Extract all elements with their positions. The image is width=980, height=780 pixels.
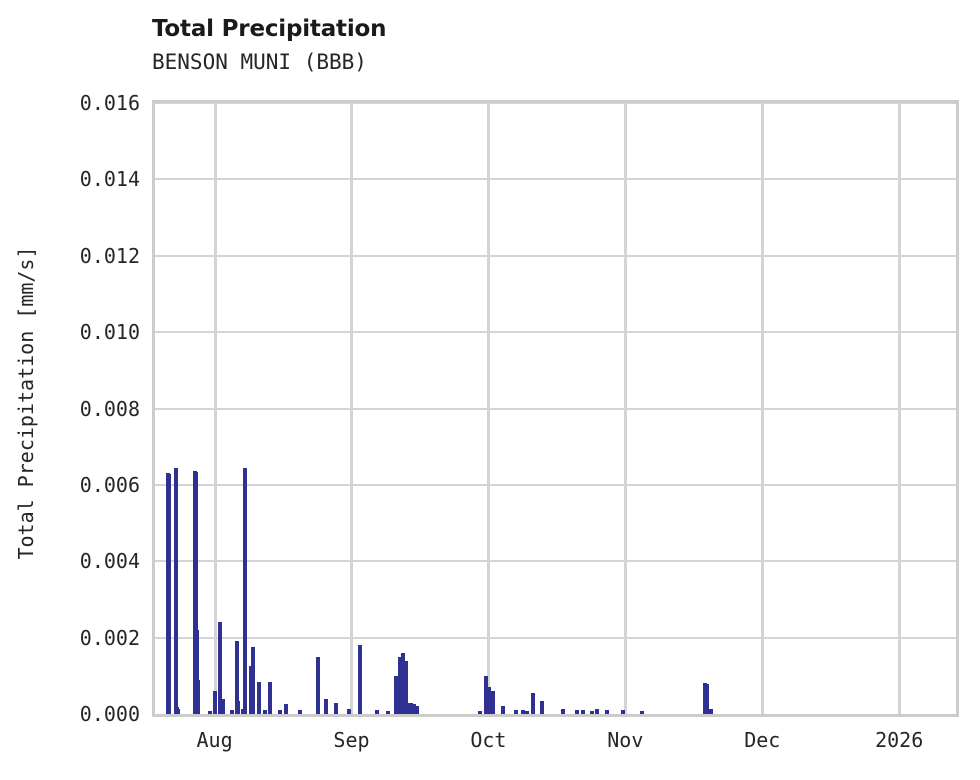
y-tick-label: 0.000 xyxy=(79,702,140,726)
bar xyxy=(176,709,180,714)
gridline-vertical xyxy=(624,103,628,714)
bar xyxy=(248,666,253,714)
bar xyxy=(262,710,267,714)
bar xyxy=(393,675,398,714)
bar xyxy=(595,709,600,714)
gridline-horizontal xyxy=(155,560,956,563)
gridline-horizontal xyxy=(155,103,956,104)
bar xyxy=(167,710,172,714)
bar xyxy=(400,652,405,714)
bar xyxy=(221,698,226,714)
x-tick-label: 2026 xyxy=(875,728,924,752)
x-tick-label: Sep xyxy=(333,728,370,752)
bar xyxy=(257,681,262,714)
bar xyxy=(347,709,352,714)
gridline-vertical xyxy=(350,103,354,714)
y-tick-label: 0.010 xyxy=(79,320,140,345)
gridline-vertical xyxy=(898,103,902,714)
x-tick-label: Aug xyxy=(196,728,233,752)
bar xyxy=(398,656,403,714)
bar xyxy=(166,474,171,714)
bar xyxy=(409,702,414,714)
bar xyxy=(540,700,545,714)
bar xyxy=(708,709,713,714)
bar xyxy=(406,702,411,714)
gridline-vertical xyxy=(761,103,765,714)
y-tick-label: 0.006 xyxy=(79,472,140,497)
bar xyxy=(195,679,200,714)
bar xyxy=(705,684,710,714)
bar xyxy=(574,710,579,714)
y-tick-label: 0.014 xyxy=(79,167,140,192)
bar xyxy=(604,710,609,714)
x-tick-label: Dec xyxy=(744,728,781,752)
bar xyxy=(235,641,240,714)
bar xyxy=(358,645,363,714)
plot-area xyxy=(152,100,959,717)
bar xyxy=(235,700,240,714)
y-tick-label: 0.016 xyxy=(79,91,140,115)
bar xyxy=(278,710,283,714)
bar xyxy=(521,710,526,714)
x-tick-label: Nov xyxy=(607,728,644,752)
bar xyxy=(174,469,179,714)
gridline-horizontal xyxy=(155,483,956,486)
bar xyxy=(230,710,235,714)
y-axis-tick-labels: 0.000 0.002 0.004 0.006 0.008 0.010 0.012 0.014… xyxy=(0,0,140,780)
gridline-horizontal xyxy=(155,636,956,639)
bar xyxy=(530,693,535,714)
bar xyxy=(268,681,272,714)
bar xyxy=(193,472,198,714)
bar xyxy=(487,687,492,714)
bar xyxy=(333,702,338,714)
bar xyxy=(561,709,566,714)
gridline-vertical xyxy=(487,103,491,714)
bar xyxy=(514,710,519,714)
bar xyxy=(240,709,245,714)
gridline-horizontal xyxy=(155,407,956,410)
bar xyxy=(525,710,530,714)
chart-title: Total Precipitation xyxy=(152,16,387,42)
bar xyxy=(580,710,585,714)
y-tick-label: 0.004 xyxy=(79,549,140,574)
bar xyxy=(284,704,289,714)
bar xyxy=(213,691,218,714)
gridline-horizontal xyxy=(155,254,956,257)
bar xyxy=(411,704,416,714)
x-tick-label: Oct xyxy=(470,728,507,752)
y-tick-label: 0.012 xyxy=(79,243,140,268)
bar xyxy=(703,683,708,714)
bar xyxy=(414,706,419,714)
bar xyxy=(315,656,320,714)
bar xyxy=(250,647,255,714)
bar xyxy=(298,710,303,714)
gridline-horizontal xyxy=(155,331,956,334)
plot-inner xyxy=(155,103,956,714)
bar xyxy=(491,691,496,714)
bar xyxy=(589,710,594,714)
bar xyxy=(640,710,645,714)
gridline-horizontal xyxy=(155,178,956,181)
bar xyxy=(501,706,506,714)
chart-subtitle: BENSON MUNI (BBB) xyxy=(152,50,367,74)
y-tick-label: 0.008 xyxy=(79,396,140,421)
bar xyxy=(195,630,200,714)
bar xyxy=(207,710,212,714)
bar xyxy=(324,698,329,714)
bar xyxy=(243,468,248,714)
bar xyxy=(374,710,379,714)
bar xyxy=(621,710,626,714)
bar xyxy=(218,622,223,714)
bar xyxy=(403,660,408,714)
gridline-vertical xyxy=(213,103,217,714)
bar xyxy=(385,710,390,714)
bar xyxy=(477,710,482,714)
y-tick-label: 0.002 xyxy=(79,625,140,650)
bar xyxy=(483,675,488,714)
